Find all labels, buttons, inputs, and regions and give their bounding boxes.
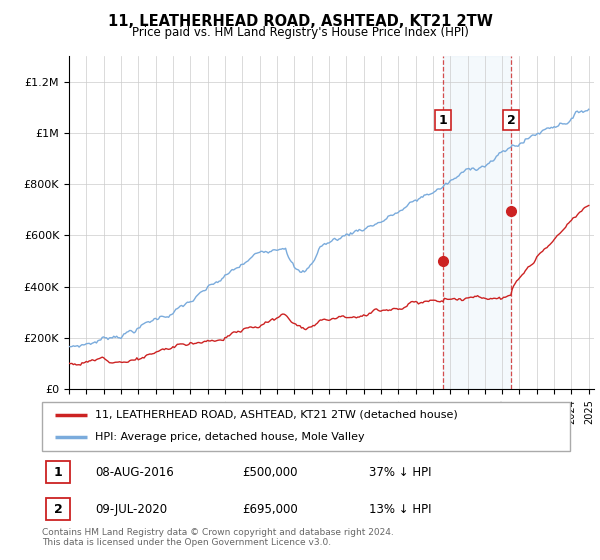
Text: £500,000: £500,000 [242, 465, 298, 479]
Text: Contains HM Land Registry data © Crown copyright and database right 2024.
This d: Contains HM Land Registry data © Crown c… [42, 528, 394, 547]
Text: 1: 1 [54, 465, 62, 479]
Text: 09-JUL-2020: 09-JUL-2020 [95, 502, 167, 516]
Text: 11, LEATHERHEAD ROAD, ASHTEAD, KT21 2TW: 11, LEATHERHEAD ROAD, ASHTEAD, KT21 2TW [107, 14, 493, 29]
Text: £695,000: £695,000 [242, 502, 298, 516]
Text: 1: 1 [439, 114, 448, 127]
Text: HPI: Average price, detached house, Mole Valley: HPI: Average price, detached house, Mole… [95, 432, 364, 442]
Text: 11, LEATHERHEAD ROAD, ASHTEAD, KT21 2TW (detached house): 11, LEATHERHEAD ROAD, ASHTEAD, KT21 2TW … [95, 410, 458, 420]
Text: Price paid vs. HM Land Registry's House Price Index (HPI): Price paid vs. HM Land Registry's House … [131, 26, 469, 39]
Text: 37% ↓ HPI: 37% ↓ HPI [370, 465, 432, 479]
FancyBboxPatch shape [46, 461, 70, 483]
FancyBboxPatch shape [46, 498, 70, 520]
Text: 2: 2 [54, 502, 62, 516]
FancyBboxPatch shape [42, 402, 570, 451]
Text: 08-AUG-2016: 08-AUG-2016 [95, 465, 173, 479]
Bar [443, 56, 511, 389]
Text: 2: 2 [507, 114, 515, 127]
Text: 13% ↓ HPI: 13% ↓ HPI [370, 502, 432, 516]
